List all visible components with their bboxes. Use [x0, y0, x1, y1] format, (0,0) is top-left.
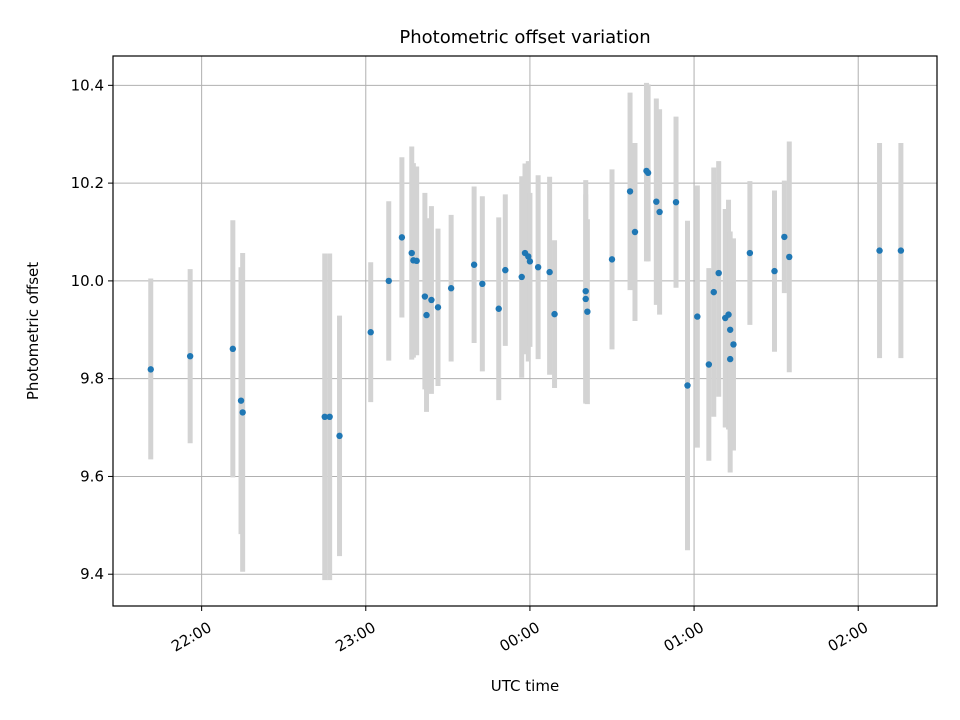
- data-point: [525, 253, 532, 260]
- data-point: [715, 269, 722, 277]
- y-tick-label: 10.2: [71, 174, 104, 192]
- data-point: [239, 409, 246, 416]
- data-point: [694, 313, 701, 320]
- data-point: [725, 311, 732, 318]
- data-point: [684, 382, 691, 389]
- data-point: [147, 366, 154, 373]
- data-point: [672, 198, 680, 206]
- data-point: [385, 277, 392, 285]
- data-point: [470, 261, 478, 268]
- data-point: [434, 304, 442, 311]
- data-point: [876, 247, 883, 254]
- data-point: [421, 293, 429, 300]
- y-tick-label: 9.8: [80, 370, 104, 388]
- data-point: [551, 310, 558, 318]
- data-point: [479, 280, 486, 288]
- data-point: [653, 198, 660, 205]
- data-point: [447, 285, 455, 292]
- data-point: [534, 264, 542, 271]
- data-point: [408, 249, 415, 257]
- data-point: [626, 188, 634, 195]
- data-point: [186, 352, 194, 360]
- data-point: [367, 329, 374, 336]
- data-point: [705, 361, 713, 368]
- y-axis-ticks: 9.4 9.6 9.8 10.0 10.2 10.4: [71, 76, 113, 583]
- data-point: [771, 267, 778, 275]
- data-point: [502, 266, 509, 274]
- data-point: [321, 413, 328, 420]
- plot-frame: [112, 55, 938, 607]
- data-point: [584, 308, 591, 315]
- x-axis-label: UTC time: [491, 677, 559, 695]
- data-point: [746, 249, 754, 257]
- data-point: [413, 257, 420, 265]
- data-point: [644, 169, 652, 177]
- data-point: [631, 228, 639, 236]
- data-point: [423, 311, 430, 319]
- data-point: [398, 234, 406, 241]
- data-point: [726, 355, 734, 363]
- data-point: [656, 208, 663, 216]
- data-point: [336, 432, 343, 440]
- data-point: [237, 397, 245, 404]
- data-point: [526, 258, 534, 265]
- y-tick-label: 10.4: [71, 76, 104, 94]
- data-point: [781, 233, 788, 241]
- y-tick-label: 9.6: [80, 467, 104, 485]
- data-point: [730, 341, 737, 348]
- y-axis-label: Photometric offset: [24, 262, 42, 400]
- data-point: [726, 326, 734, 333]
- data-point: [786, 253, 793, 261]
- data-point: [546, 268, 553, 276]
- data-point: [518, 273, 525, 281]
- y-tick-label: 10.0: [71, 272, 104, 290]
- data-point: [428, 296, 435, 304]
- data-points: [147, 167, 905, 440]
- y-tick-label: 9.4: [80, 565, 104, 583]
- chart-title: Photometric offset variation: [399, 27, 650, 48]
- data-point: [897, 247, 905, 254]
- data-point: [326, 413, 333, 420]
- data-point: [608, 256, 616, 263]
- data-point: [229, 345, 237, 353]
- data-point: [582, 295, 589, 303]
- data-point: [582, 287, 589, 295]
- data-point: [495, 305, 502, 312]
- data-point: [710, 288, 717, 296]
